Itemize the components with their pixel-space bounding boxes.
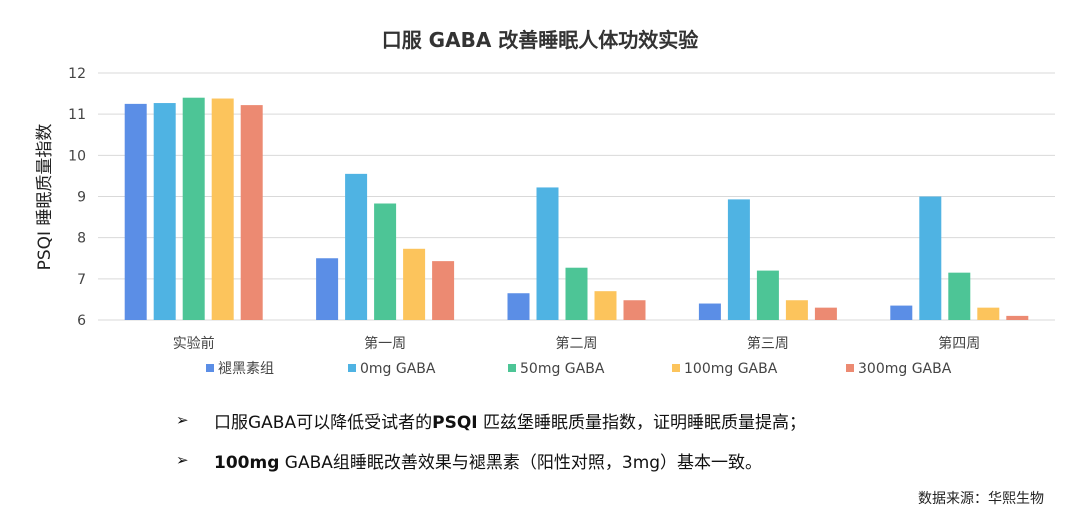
y-tick-label: 8	[77, 231, 86, 247]
bar	[727, 199, 750, 320]
legend-label: 100mg GABA	[684, 361, 778, 377]
legend-swatch	[846, 364, 854, 372]
legend-swatch	[672, 364, 680, 372]
x-tick-label: 第三周	[747, 335, 789, 352]
y-tick-label: 12	[68, 66, 86, 82]
bar	[814, 307, 837, 320]
arrow-icon: ➢	[176, 411, 189, 429]
y-tick-label: 9	[77, 190, 86, 206]
bar	[432, 261, 455, 320]
legend-label: 50mg GABA	[520, 361, 605, 377]
y-tick-label: 6	[77, 313, 86, 329]
y-tick-label: 10	[68, 148, 86, 164]
bullet-text-post: 匹兹堡睡眠质量指数，证明睡眠质量提高；	[477, 412, 806, 433]
legend-swatch	[348, 364, 356, 372]
bar	[698, 303, 721, 320]
bullet-list: ➢ 口服GABA可以降低受试者的PSQI 匹兹堡睡眠质量指数，证明睡眠质量提高；…	[176, 400, 1056, 480]
legend-swatch	[508, 364, 516, 372]
bullet-item: ➢ 100mg GABA组睡眠改善效果与褪黑素（阳性对照，3mg）基本一致。	[176, 440, 1056, 480]
bullet-text-pre: 口服GABA可以降低受试者的	[214, 412, 433, 433]
bar	[240, 105, 263, 320]
bar	[316, 258, 339, 320]
chart: 口服 GABA 改善睡眠人体功效实验 PSQI 睡眠质量指数 6 7 8 9 10 11 1…	[35, 28, 1055, 377]
bullet-text-post: GABA组睡眠改善效果与褪黑素（阳性对照，3mg）基本一致。	[279, 452, 763, 473]
legend-label: 褪黑素组	[218, 361, 274, 377]
bar	[594, 291, 617, 320]
bar	[890, 305, 913, 320]
arrow-icon: ➢	[176, 451, 189, 469]
bar	[211, 98, 234, 320]
bar	[623, 300, 646, 320]
x-tick-label: 第二周	[556, 335, 598, 352]
bar	[919, 196, 942, 320]
x-tick-label: 第一周	[364, 335, 406, 352]
chart-title: 口服 GABA 改善睡眠人体功效实验	[382, 28, 699, 52]
bar	[948, 272, 971, 320]
bar	[507, 293, 530, 320]
bars	[124, 97, 1029, 320]
bar	[756, 270, 779, 320]
bar	[374, 203, 397, 320]
bar	[536, 187, 559, 320]
y-tick-label: 7	[77, 272, 86, 288]
bar	[182, 97, 205, 320]
bar	[124, 103, 147, 320]
legend: 褪黑素组 0mg GABA 50mg GABA 100mg GABA 300mg GAB…	[206, 361, 952, 377]
bullet-text: 100mg GABA组睡眠改善效果与褪黑素（阳性对照，3mg）基本一致。	[214, 448, 762, 473]
y-axis-label: PSQI 睡眠质量指数	[35, 124, 55, 271]
x-tick-label: 实验前	[173, 335, 215, 352]
bullet-item: ➢ 口服GABA可以降低受试者的PSQI 匹兹堡睡眠质量指数，证明睡眠质量提高；	[176, 400, 1056, 440]
bar	[345, 173, 368, 320]
data-source: 数据来源：华熙生物	[918, 491, 1044, 507]
x-tick-label: 第四周	[938, 335, 980, 352]
bar	[977, 307, 1000, 320]
bar	[153, 103, 176, 320]
bar	[785, 300, 808, 320]
bar	[1006, 315, 1029, 320]
bar	[565, 267, 588, 320]
bar	[403, 248, 426, 320]
bullet-text: 口服GABA可以降低受试者的PSQI 匹兹堡睡眠质量指数，证明睡眠质量提高；	[214, 408, 806, 433]
legend-label: 0mg GABA	[360, 361, 436, 377]
legend-label: 300mg GABA	[858, 361, 952, 377]
bullet-text-bold: 100mg	[214, 452, 280, 473]
legend-swatch	[206, 364, 214, 372]
bullet-text-bold: PSQI	[432, 412, 478, 433]
category-labels: 实验前 第一周 第二周 第三周 第四周	[173, 335, 981, 352]
y-tick-label: 11	[68, 107, 86, 123]
